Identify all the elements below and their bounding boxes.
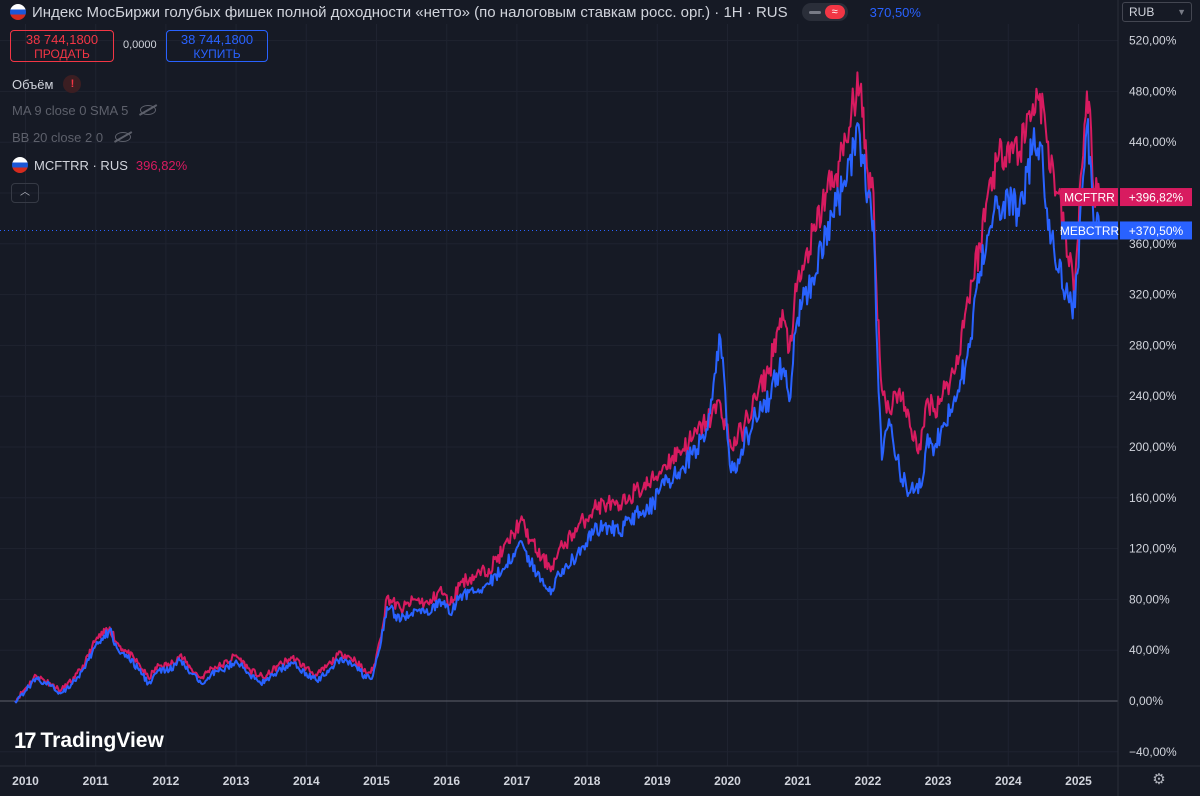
end-label-name: MEBCTRR [1060, 224, 1120, 238]
end-labels: MCFTRR +396,82% MEBCTRR +370,50% [1060, 188, 1192, 240]
series-line-mcftrr[interactable] [14, 71, 1101, 704]
x-tick-label: 2012 [153, 774, 180, 788]
indicator-ma-label: MA 9 close 0 SMA 5 [12, 102, 129, 118]
y-tick-label: 200,00% [1129, 440, 1177, 454]
wave-icon: ≈ [824, 5, 845, 19]
compare-value: 396,82% [135, 157, 188, 173]
x-tick-label: 2020 [714, 774, 741, 788]
y-axis: −40,00% 0,00% 40,00% 80,00% 120,00% 160,00% 20… [1117, 0, 1177, 796]
indicator-ma[interactable]: MA 9 close 0 SMA 5 [12, 101, 157, 119]
x-tick-label: 2014 [293, 774, 320, 788]
end-label-name-bg [1061, 188, 1118, 207]
x-tick-label: 2021 [784, 774, 811, 788]
russia-flag-icon [10, 4, 26, 20]
chart-title[interactable]: Индекс МосБиржи голубых фишек полной дох… [32, 3, 788, 21]
x-tick-label: 2010 [12, 774, 39, 788]
buy-label: КУПИТЬ [193, 47, 241, 61]
x-tick-label: 2016 [433, 774, 460, 788]
end-label-value-bg [1120, 221, 1192, 240]
end-label-name-bg [1061, 221, 1118, 240]
indicator-bb[interactable]: BB 20 close 2 0 [12, 128, 132, 146]
indicator-volume[interactable]: Объём ! [12, 75, 82, 93]
x-tick-label: 2018 [574, 774, 601, 788]
hidden-eye-icon[interactable] [140, 105, 157, 115]
compare-toggle[interactable]: ≈ [801, 3, 848, 21]
y-tick-label: 360,00% [1129, 237, 1177, 251]
compare-symbol: MCFTRR · RUS [34, 157, 128, 173]
series-line-mebctrr[interactable] [14, 118, 1101, 704]
series-layer [14, 71, 1101, 704]
gear-icon[interactable]: ⚙ [1152, 771, 1166, 788]
y-tick-label: 320,00% [1129, 288, 1177, 302]
x-tick-label: 2023 [925, 774, 952, 788]
chart-header: Индекс МосБиржи голубых фишек полной дох… [10, 2, 921, 22]
tradingview-mark-icon: 17 [14, 728, 37, 753]
end-label-name: MCFTRR [1064, 191, 1115, 205]
buy-price: 38 744,1800 [180, 32, 254, 47]
end-label-mcftrr: MCFTRR +396,82% [1061, 188, 1192, 207]
collapse-legend-button[interactable]: ︿ [11, 183, 39, 203]
chart-grid [0, 24, 1118, 766]
russia-flag-icon [12, 157, 28, 173]
x-tick-label: 2024 [995, 774, 1022, 788]
end-label-value: +370,50% [1129, 224, 1184, 238]
x-tick-label: 2019 [644, 774, 671, 788]
y-tick-label: 0,00% [1129, 694, 1163, 708]
sell-price: 38 744,1800 [25, 32, 99, 47]
y-tick-label: 240,00% [1129, 389, 1177, 403]
y-tick-label: 480,00% [1129, 84, 1177, 98]
y-tick-label: 80,00% [1129, 592, 1170, 606]
end-label-mebctrr: MEBCTRR +370,50% [1060, 221, 1192, 240]
y-tick-label: −40,00% [1129, 745, 1177, 759]
x-tick-label: 2011 [83, 774, 109, 788]
indicator-bb-label: BB 20 close 2 0 [12, 129, 104, 145]
buy-button[interactable]: 38 744,1800 КУПИТЬ [166, 30, 268, 62]
x-tick-label: 2015 [363, 774, 390, 788]
spread-value: 0,0000 [123, 39, 157, 51]
x-tick-label: 2013 [223, 774, 250, 788]
x-tick-label: 2025 [1065, 774, 1092, 788]
end-label-value: +396,82% [1129, 191, 1184, 205]
y-tick-label: 120,00% [1129, 542, 1177, 556]
y-tick-label: 440,00% [1129, 135, 1177, 149]
sell-label: ПРОДАТЬ [34, 47, 90, 61]
x-tick-label: 2017 [504, 774, 531, 788]
end-label-value-bg [1120, 188, 1192, 207]
hidden-eye-icon[interactable] [115, 132, 132, 142]
y-tick-label: 160,00% [1129, 491, 1177, 505]
x-tick-label: 2022 [855, 774, 882, 788]
currency-select[interactable]: RUB ▼ [1122, 2, 1192, 22]
currency-value: RUB [1129, 5, 1155, 19]
sell-button[interactable]: 38 744,1800 ПРОДАТЬ [10, 30, 114, 62]
compare-percent: 370,50% [869, 4, 921, 20]
chevron-down-icon: ▼ [1177, 7, 1186, 17]
tradingview-wordmark: TradingView [40, 729, 164, 752]
indicator-compare[interactable]: MCFTRR · RUS 396,82% [12, 156, 187, 174]
y-tick-label: 520,00% [1129, 34, 1177, 48]
tradingview-logo[interactable]: 17 TradingView [14, 728, 164, 754]
y-tick-label: 280,00% [1129, 338, 1177, 352]
x-axis: 2010 2011 2012 2013 2014 2015 2016 2017 2018 2019… [0, 765, 1200, 788]
minus-icon [808, 10, 821, 14]
warning-icon[interactable]: ! [63, 75, 82, 93]
indicator-volume-label: Объём [12, 76, 54, 92]
y-tick-label: 40,00% [1129, 643, 1170, 657]
